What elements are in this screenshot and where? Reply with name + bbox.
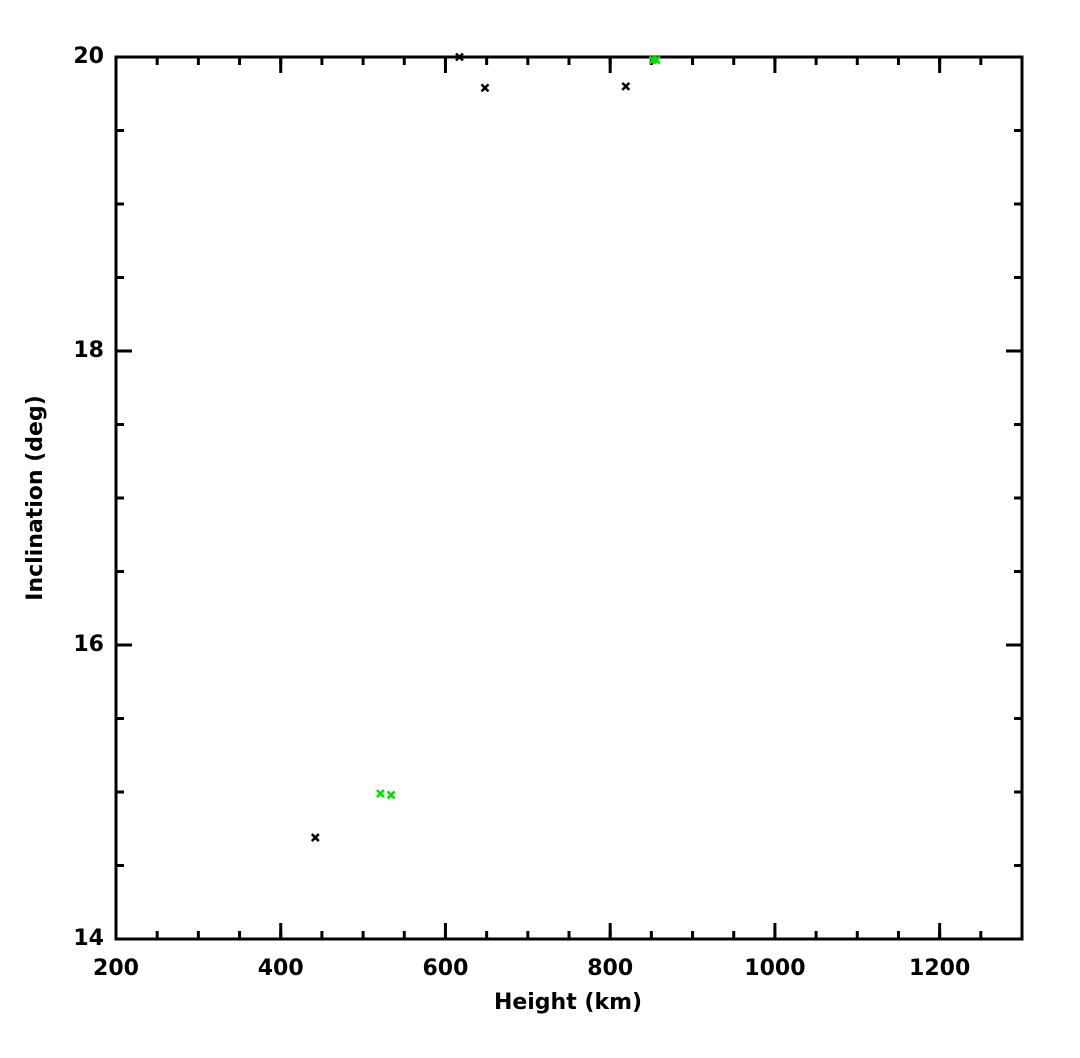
x-tick-label: 1200 xyxy=(909,956,970,981)
point xyxy=(455,52,464,62)
point xyxy=(310,833,320,842)
y-axis-title: Inclination (deg) xyxy=(23,395,48,601)
x-axis-title: Height (km) xyxy=(494,990,642,1015)
x-tick-label: 800 xyxy=(587,956,633,981)
y-tick-label: 18 xyxy=(73,338,104,363)
point xyxy=(386,790,396,800)
point xyxy=(621,82,631,91)
x-tick-label: 1000 xyxy=(744,956,805,981)
y-tick-label: 20 xyxy=(73,44,104,69)
x-tick-label: 200 xyxy=(93,956,139,981)
y-tick-label: 16 xyxy=(73,632,104,657)
point xyxy=(480,83,490,93)
point xyxy=(376,789,385,798)
plot-frame xyxy=(114,55,1024,941)
point xyxy=(651,55,661,65)
x-tick-label: 400 xyxy=(258,956,304,981)
y-tick-label: 14 xyxy=(73,926,104,951)
x-tick-label: 600 xyxy=(422,956,468,981)
